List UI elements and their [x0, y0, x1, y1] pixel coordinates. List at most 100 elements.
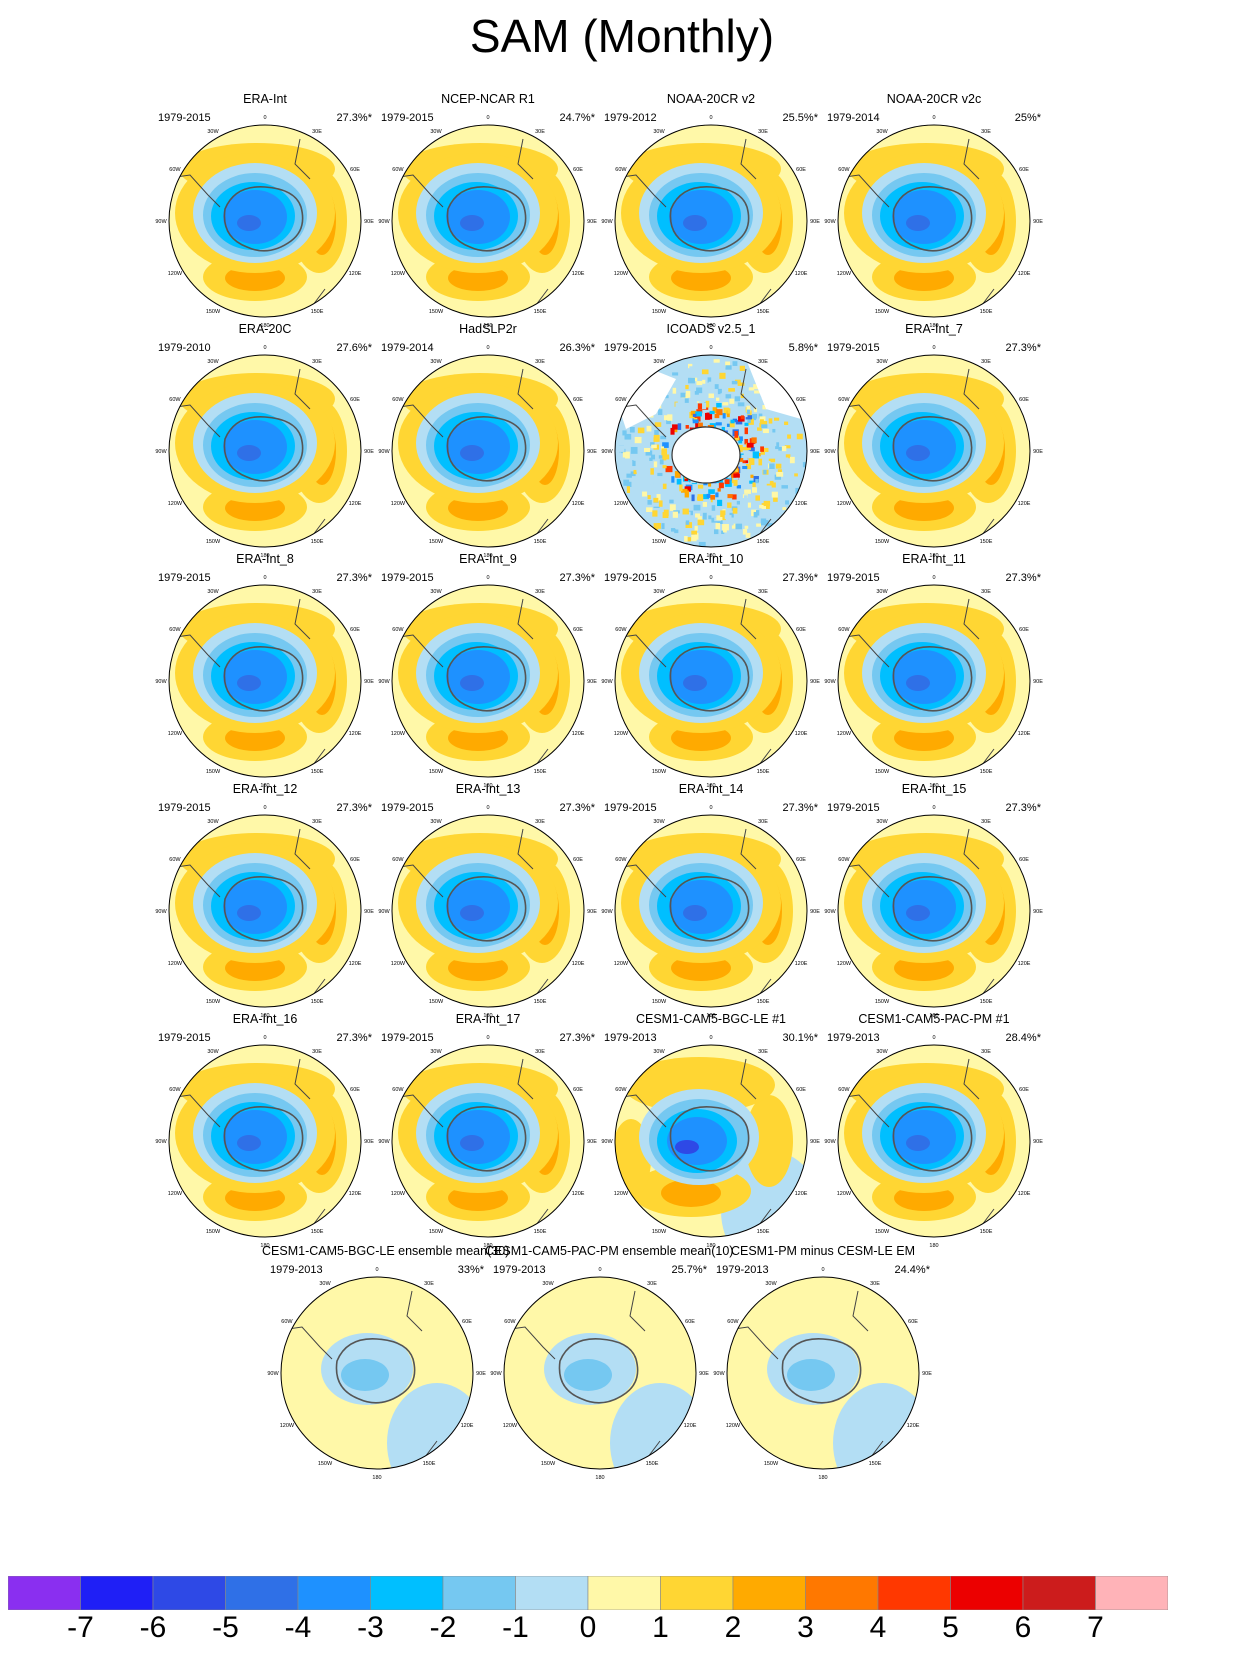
map-panel: ERA-Int_8 1979-2015 27.3%* 0 30E 60E 90E 120E 15…	[150, 552, 380, 792]
panel-years: 1979-2013	[716, 1264, 769, 1276]
longitude-label: 60W	[615, 1087, 627, 1093]
colorbar-swatch	[297, 1576, 371, 1610]
map-panel: NOAA-20CR v2c 1979-2014 25%* 0 30E 60E 90E 120E…	[819, 92, 1049, 332]
longitude-label: 60E	[350, 857, 360, 863]
map-panel: ERA-Int_7 1979-2015 27.3%* 0 30E 60E 90E 120E 15…	[819, 322, 1049, 562]
longitude-label: 120W	[614, 501, 629, 507]
longitude-label: 120E	[684, 1423, 697, 1429]
longitude-label: 60E	[796, 1087, 806, 1093]
panel-variance: 30.1%*	[782, 1032, 818, 1044]
longitude-label: 90W	[601, 679, 613, 685]
longitude-label: 60E	[573, 857, 583, 863]
colorbar-tick-label: -2	[429, 1611, 457, 1644]
longitude-label: 30W	[207, 589, 219, 595]
longitude-label: 30E	[312, 359, 322, 365]
map-panel: ERA-Int_12 1979-2015 27.3%* 0 30E 60E 90E 120E 1…	[150, 782, 380, 1022]
longitude-label: 120E	[907, 1423, 920, 1429]
polar-map: 0 30E 60E 90E 120E 150E 180 150W 120W 90W 60W 30W	[267, 1267, 486, 1481]
longitude-label: 150E	[534, 1229, 547, 1235]
longitude-label: 30E	[312, 1049, 322, 1055]
longitude-label: 0	[709, 1035, 712, 1041]
panel-variance: 27.3%*	[1005, 802, 1041, 814]
map-panel: ERA-Int 1979-2015 27.3%* 0 30E 60E 90E 120E 150E…	[150, 92, 380, 332]
longitude-label: 90E	[810, 679, 820, 685]
longitude-label: 30E	[535, 819, 545, 825]
longitude-label: 120E	[572, 961, 585, 967]
longitude-label: 90E	[810, 909, 820, 915]
longitude-label: 30E	[647, 1281, 657, 1287]
longitude-label: 150W	[652, 1229, 667, 1235]
longitude-label: 150E	[980, 999, 993, 1005]
longitude-label: 180	[483, 1243, 492, 1249]
longitude-label: 180	[372, 1475, 381, 1481]
longitude-label: 30W	[430, 819, 442, 825]
longitude-label: 120W	[391, 1191, 406, 1197]
longitude-label: 30E	[758, 129, 768, 135]
longitude-label: 90W	[378, 219, 390, 225]
longitude-label: 30W	[430, 589, 442, 595]
map-panel: ERA-Int_9 1979-2015 27.3%* 0 30E 60E 90E 120E 15…	[373, 552, 603, 792]
panel-years: 1979-2014	[381, 342, 434, 354]
longitude-label: 60W	[838, 627, 850, 633]
longitude-label: 90W	[601, 909, 613, 915]
longitude-label: 120W	[391, 731, 406, 737]
panel-years: 1979-2015	[827, 342, 880, 354]
map-panel: ERA-20C 1979-2010 27.6%* 0 30E 60E 90E 120E 150E…	[150, 322, 380, 562]
panel-title: NOAA-20CR v2	[666, 92, 756, 106]
panel-variance: 27.3%*	[1005, 572, 1041, 584]
longitude-label: 0	[263, 1035, 266, 1041]
longitude-label: 120E	[572, 501, 585, 507]
longitude-label: 120E	[349, 1191, 362, 1197]
longitude-label: 60W	[392, 167, 404, 173]
longitude-label: 120W	[391, 271, 406, 277]
longitude-label: 60E	[796, 627, 806, 633]
panel-years: 1979-2015	[827, 802, 880, 814]
longitude-label: 30E	[535, 359, 545, 365]
polar-map: 0 30E 60E 90E 120E 150E 180 150W 120W 90W 60W 30W	[378, 1035, 597, 1249]
longitude-label: 120E	[349, 501, 362, 507]
longitude-label: 120E	[349, 271, 362, 277]
longitude-label: 0	[263, 115, 266, 121]
longitude-label: 150E	[757, 1229, 770, 1235]
map-panel: HadSLP2r 1979-2014 26.3%* 0 30E 60E 90E 120E 150…	[373, 322, 603, 562]
longitude-label: 30E	[535, 129, 545, 135]
longitude-label: 150W	[429, 309, 444, 315]
longitude-label: 120E	[1018, 731, 1031, 737]
longitude-label: 30E	[981, 129, 991, 135]
longitude-label: 90W	[713, 1371, 725, 1377]
longitude-label: 60E	[1019, 397, 1029, 403]
longitude-label: 60E	[573, 1087, 583, 1093]
longitude-label: 0	[486, 115, 489, 121]
longitude-label: 150E	[980, 1229, 993, 1235]
polar-map: 0 30E 60E 90E 120E 150E 180 150W 120W 90W 60W 30W	[713, 1267, 932, 1481]
longitude-label: 120E	[349, 731, 362, 737]
colorbar-swatch	[950, 1576, 1024, 1610]
longitude-label: 150W	[652, 539, 667, 545]
longitude-label: 90W	[267, 1371, 279, 1377]
longitude-label: 120W	[837, 1191, 852, 1197]
longitude-label: 30E	[981, 589, 991, 595]
longitude-label: 120E	[572, 731, 585, 737]
longitude-label: 150W	[206, 1229, 221, 1235]
longitude-label: 90E	[1033, 219, 1043, 225]
longitude-label: 30E	[312, 589, 322, 595]
longitude-label: 30E	[312, 129, 322, 135]
colorbar-swatch	[877, 1576, 951, 1610]
panel-title: ICOADS v2.5_1	[666, 322, 756, 336]
map-panel: CESM1-CAM5-BGC-LE ensemble mean(30) 1979-…	[262, 1244, 509, 1484]
longitude-label: 150E	[757, 999, 770, 1005]
longitude-label: 120E	[572, 271, 585, 277]
longitude-label: 90W	[490, 1371, 502, 1377]
longitude-label: 120E	[795, 501, 808, 507]
polar-map: 0 30E 60E 90E 120E 150E 180 150W 120W 90W 60W 30W	[601, 115, 820, 329]
longitude-label: 180	[706, 323, 715, 329]
longitude-label: 0	[375, 1267, 378, 1273]
longitude-label: 60W	[615, 627, 627, 633]
longitude-label: 90W	[155, 219, 167, 225]
map-panel: CESM1-CAM5-BGC-LE #1 1979-2013 30.1%* 0 30E 6…	[596, 1012, 826, 1252]
longitude-label: 150W	[652, 309, 667, 315]
longitude-label: 30W	[207, 819, 219, 825]
panel-years: 1979-2015	[604, 802, 657, 814]
longitude-label: 60E	[796, 397, 806, 403]
longitude-label: 150E	[534, 539, 547, 545]
